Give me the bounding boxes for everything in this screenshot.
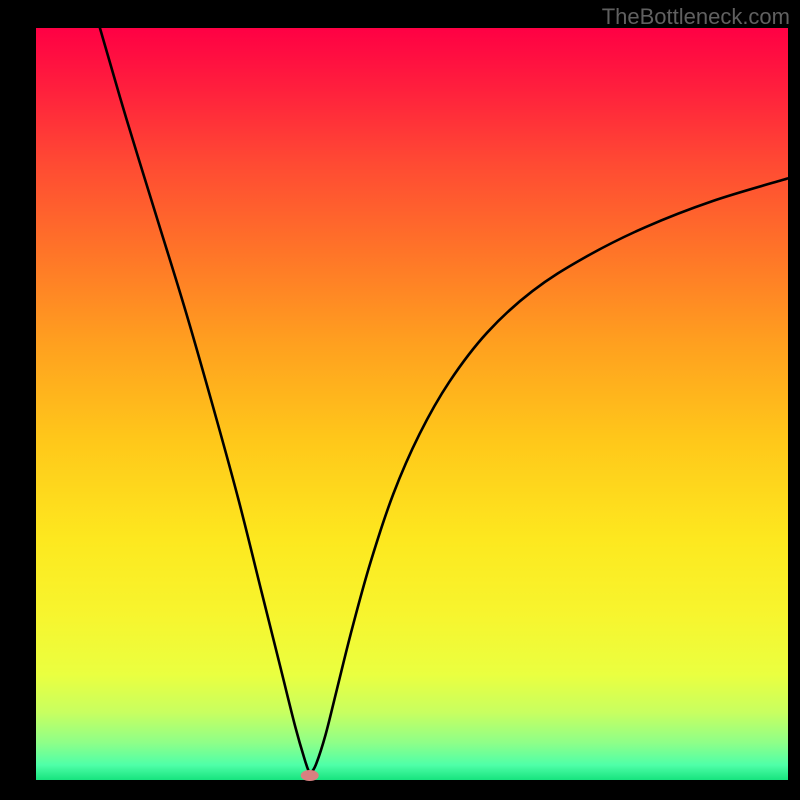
watermark-text: TheBottleneck.com [602, 4, 790, 30]
min-marker [301, 770, 319, 781]
chart-svg [0, 0, 800, 800]
plot-background [36, 28, 788, 780]
bottleneck-chart [0, 0, 800, 800]
